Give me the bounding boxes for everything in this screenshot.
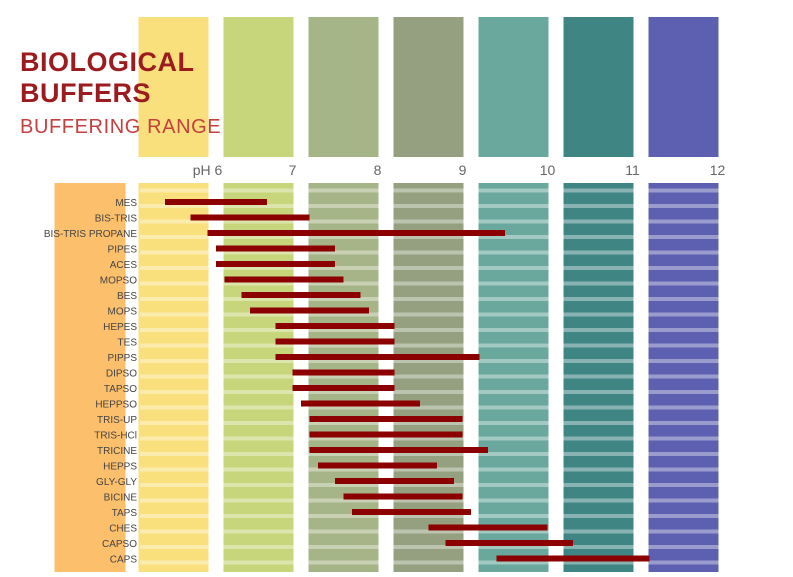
range-bar [224, 276, 344, 283]
range-bar [216, 245, 335, 252]
chart-title-line-1: BIOLOGICAL [20, 47, 195, 77]
band-stripe [140, 483, 793, 487]
x-tick-label: 7 [289, 162, 297, 178]
buffer-label: BES [117, 291, 137, 302]
band-stripe [140, 250, 793, 255]
buffer-label: TAPSO [104, 384, 137, 395]
ph-band-6 [138, 183, 209, 572]
range-bar [275, 354, 480, 360]
buffer-label: HEPES [103, 322, 137, 333]
band-stripe [140, 297, 793, 301]
band-stripe [140, 405, 793, 410]
band-stripe [140, 266, 793, 270]
buffer-label: CAPS [110, 555, 138, 566]
ph-swatch-11 [563, 17, 634, 157]
buffer-label: HEPPSO [95, 400, 137, 411]
band-stripe [140, 328, 793, 332]
buffer-label: TRIS-UP [97, 415, 137, 426]
buffer-label: BIS-TRIS PROPANE [44, 229, 137, 240]
buffer-label: MOPS [108, 307, 138, 318]
buffer-label: MES [115, 198, 137, 209]
buffer-label: DIPSO [106, 369, 137, 380]
buffer-label: MOPSO [100, 276, 137, 287]
range-bar [165, 199, 267, 205]
ph-band-9 [393, 183, 464, 572]
band-stripe [140, 374, 793, 379]
buffer-label: TAPS [112, 508, 138, 519]
range-bar [309, 431, 463, 438]
buffer-label: BICINE [104, 493, 138, 504]
band-stripe [140, 421, 793, 425]
band-stripe [140, 359, 793, 363]
range-bar [343, 493, 463, 500]
x-tick-label: 9 [459, 162, 467, 178]
ph-band-10 [478, 183, 549, 572]
ph-swatch-8 [308, 17, 379, 157]
x-tick-label: 12 [710, 162, 726, 178]
buffer-label: PIPPS [108, 353, 138, 364]
band-stripe [140, 560, 793, 565]
buffer-label: TES [118, 338, 138, 349]
ph-swatch-12 [648, 17, 719, 157]
band-stripe [140, 452, 793, 456]
range-bar [190, 214, 310, 221]
buffer-label: CHES [109, 524, 137, 535]
band-stripe [140, 281, 793, 286]
x-tick-label: 10 [540, 162, 556, 178]
range-bar [275, 338, 395, 345]
range-bar [216, 261, 335, 267]
buffer-label: GLY-GLY [96, 477, 137, 488]
chart-title-line-2: BUFFERS [20, 78, 151, 108]
ph-swatch-9 [393, 17, 464, 157]
ph-band-12 [648, 183, 719, 572]
band-stripe [140, 312, 793, 317]
band-stripe [140, 514, 793, 518]
buffer-label: TRICINE [97, 446, 137, 457]
buffer-label: PIPES [108, 245, 138, 256]
range-bar [241, 292, 361, 298]
buffer-label: HEPPS [103, 462, 137, 473]
buffer-label: ACES [110, 260, 138, 271]
buffer-label: TRIS-HCl [94, 431, 137, 442]
band-stripe [140, 343, 793, 348]
ph-band-11 [563, 183, 634, 572]
ph-swatch-6 [138, 17, 209, 157]
range-bar [250, 307, 369, 314]
range-bar [292, 369, 395, 376]
range-bar [335, 478, 454, 484]
band-stripe [140, 529, 793, 534]
x-tick-label: 11 [625, 162, 640, 178]
ph-swatch-10 [478, 17, 549, 157]
range-bar [292, 385, 395, 391]
range-bar [496, 555, 650, 562]
band-stripe [140, 204, 793, 208]
band-stripe [140, 545, 793, 549]
band-stripe [140, 390, 793, 394]
range-bar [207, 230, 505, 236]
range-bar [309, 416, 463, 422]
band-stripe [140, 188, 793, 193]
range-bar [428, 524, 548, 531]
band-stripe [140, 467, 793, 472]
buffer-label: BIS-TRIS [95, 214, 138, 225]
range-bar [352, 509, 471, 515]
band-stripe [140, 498, 793, 503]
range-bar [275, 323, 395, 329]
band-stripe [140, 235, 793, 239]
range-bar [309, 447, 488, 453]
band-stripe [140, 219, 793, 224]
band-stripe [140, 436, 793, 441]
chart-subtitle: BUFFERING RANGE [20, 116, 222, 138]
x-tick-label: 8 [374, 162, 382, 178]
x-tick-label: pH 6 [193, 162, 223, 178]
range-bar [301, 400, 420, 407]
ph-swatch-7 [223, 17, 294, 157]
buffer-label: CAPSO [102, 539, 137, 550]
range-bar [318, 462, 437, 469]
ph-band-5 [54, 183, 126, 572]
range-bar [445, 540, 573, 546]
